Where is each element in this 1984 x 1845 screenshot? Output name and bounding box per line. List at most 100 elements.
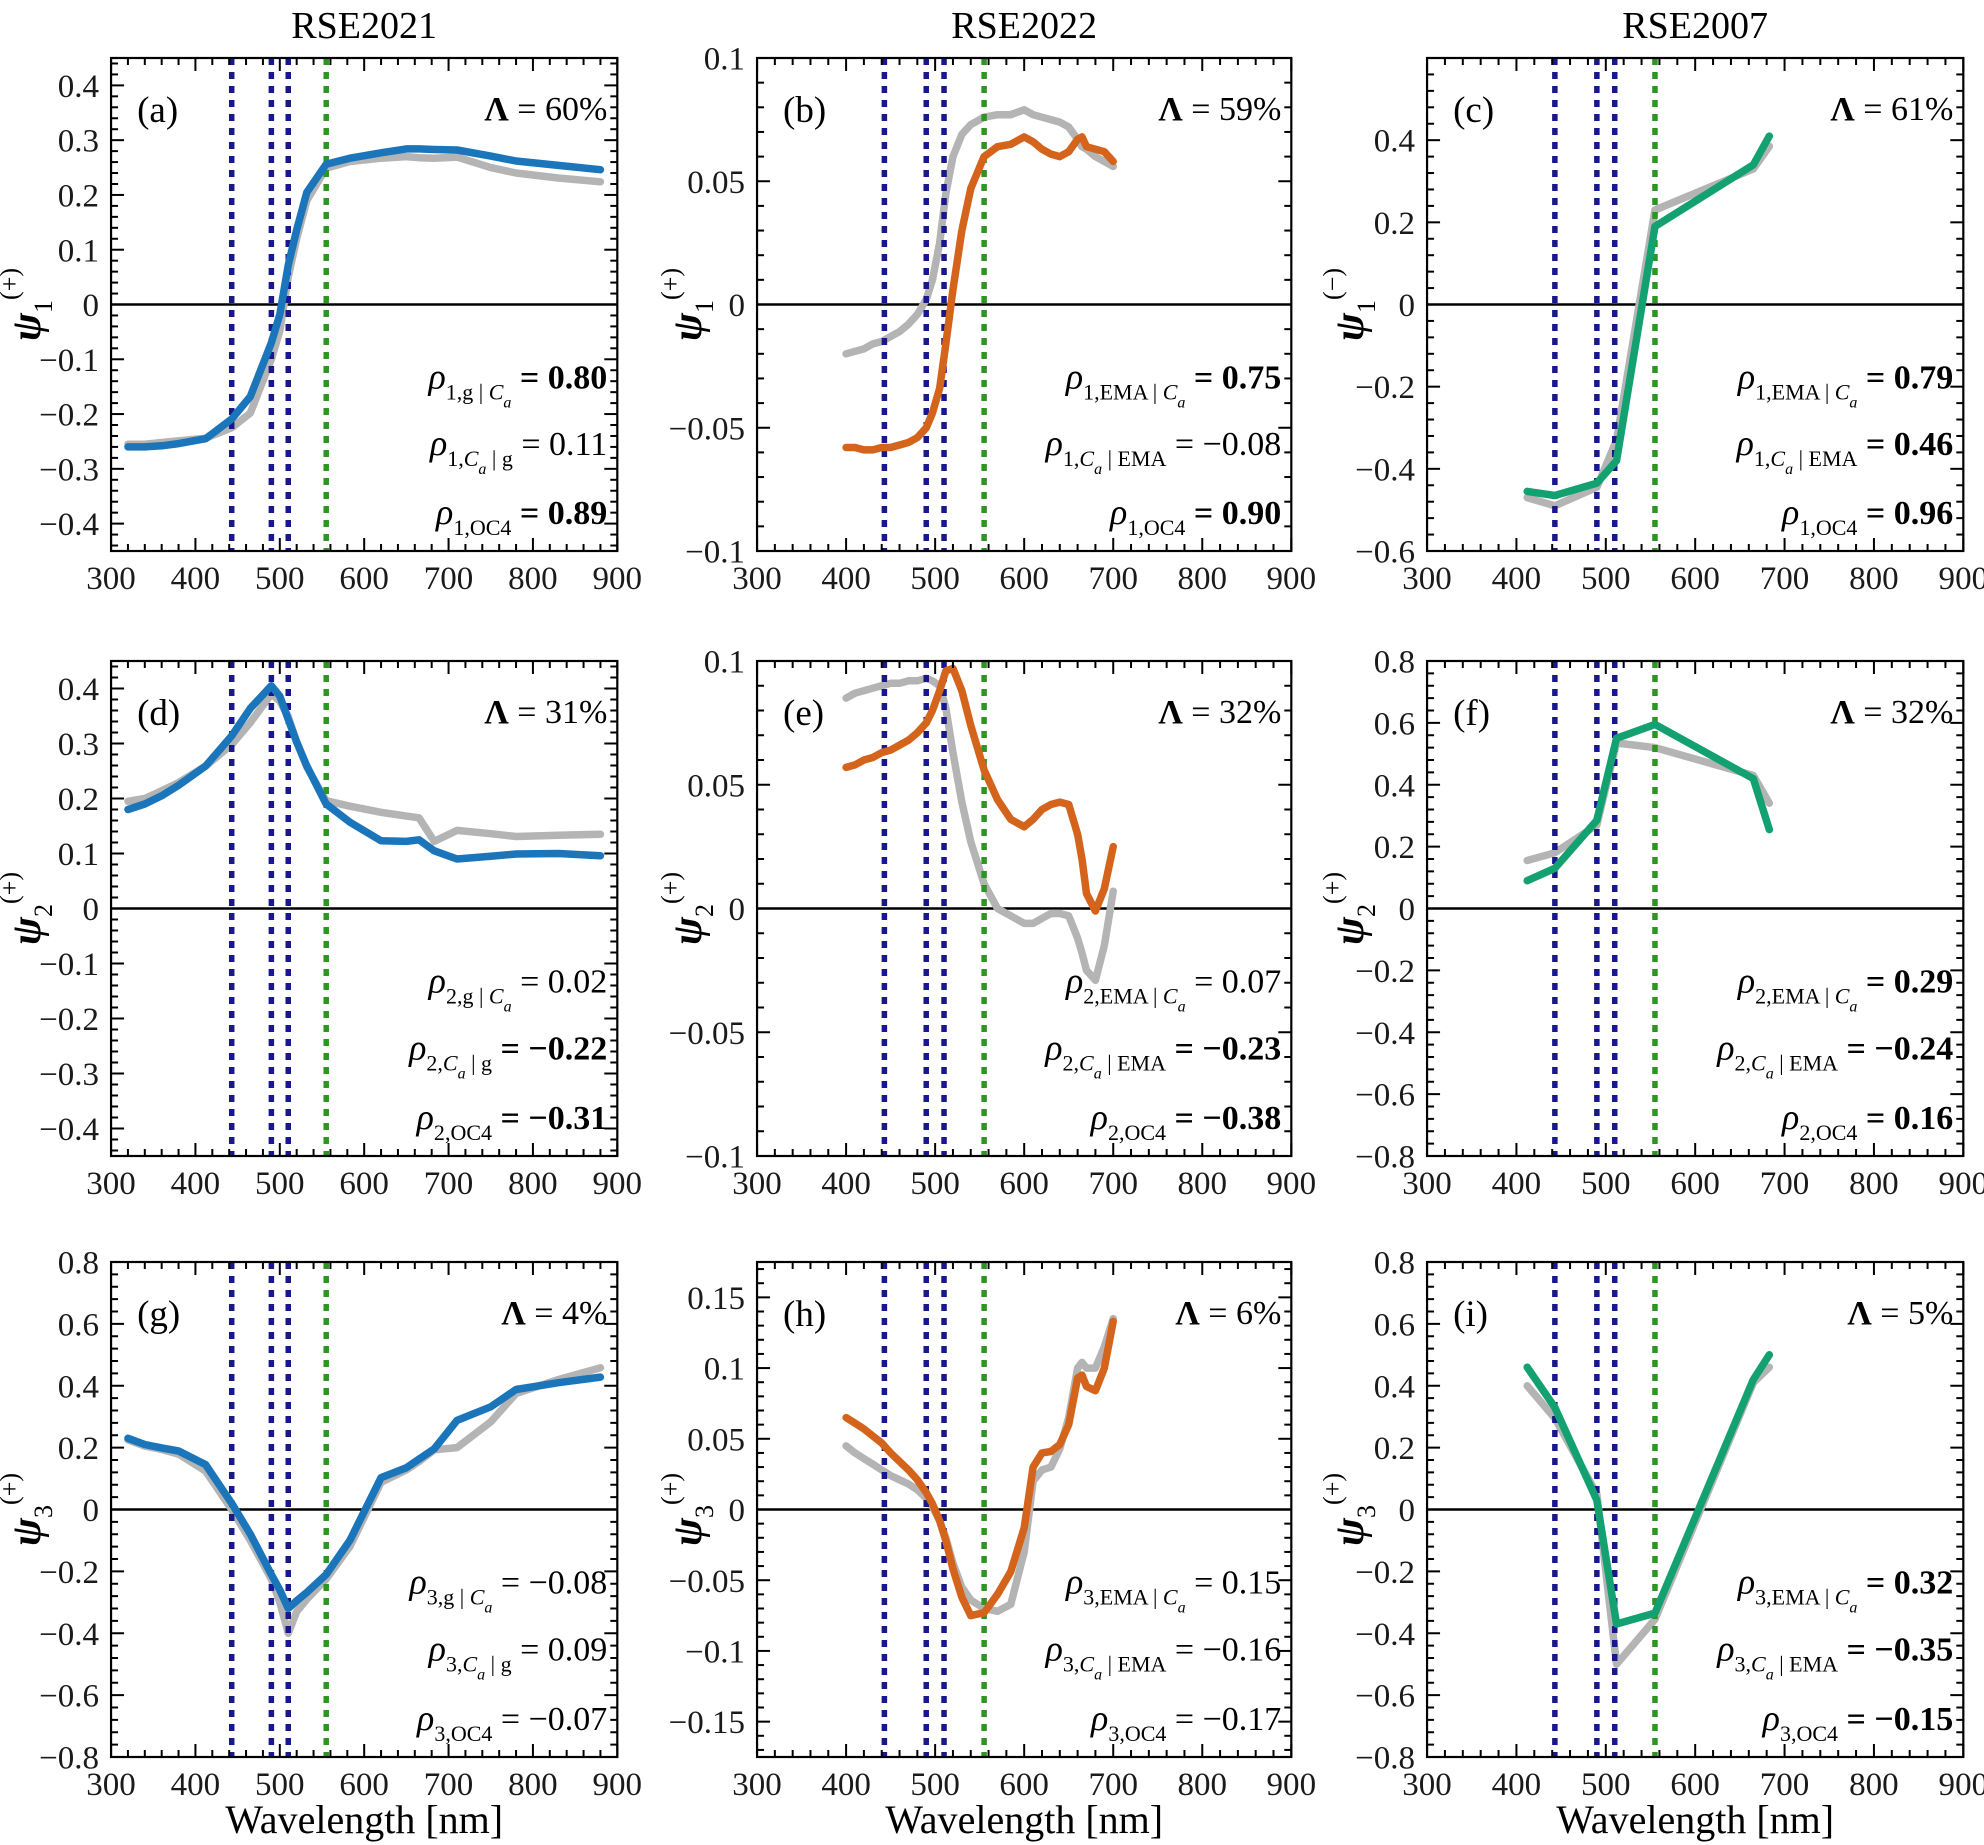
panel-c: RSE2007 300 400 500 600 700 800 900 −0.6 −0.4 −0.2… (1323, 0, 1984, 615)
lambda-annotation: Λ = 59% (1159, 91, 1282, 128)
y-tick-label: 0.8 (1373, 645, 1414, 681)
y-tick-label: −0.6 (39, 1679, 99, 1715)
x-tick-label: 800 (1849, 561, 1899, 597)
x-tick-label: 300 (86, 561, 136, 597)
x-tick-label: 900 (1938, 561, 1984, 597)
x-tick-label: 300 (1402, 1166, 1452, 1202)
y-tick-label: −0.1 (685, 535, 745, 571)
series-gray-line (124, 152, 605, 448)
panel-c-chart: RSE2007 300 400 500 600 700 800 900 −0.6 −0.4 −0.2… (1323, 5, 1984, 597)
x-axis-label: Wavelength [nm] (225, 1797, 503, 1842)
y-tick-label: 0.2 (1373, 1431, 1414, 1467)
y-axis-label: ψ1(+) (0, 268, 58, 341)
y-axis-label: ψ3(+) (661, 1473, 719, 1546)
y-tick-label: 0.1 (704, 42, 745, 78)
x-tick-label: 700 (1759, 1767, 1809, 1803)
x-tick-label: 500 (255, 1767, 305, 1803)
x-tick-label: 300 (86, 1166, 136, 1202)
x-tick-label: 800 (1849, 1166, 1899, 1202)
y-tick-label: −0.2 (39, 1002, 99, 1038)
y-tick-label: 0.4 (58, 672, 99, 708)
y-tick-label: −0.8 (1355, 1741, 1415, 1777)
x-tick-label: 900 (593, 1767, 643, 1803)
x-tick-label: 500 (255, 561, 305, 597)
panel-i-chart: 300 400 500 600 700 800 900 −0.8 −0.6 −0.4 −0.2 0 0.… (1323, 1246, 1984, 1842)
x-tick-label: 700 (1089, 1767, 1139, 1803)
x-tick-label: 400 (171, 561, 221, 597)
lambda-annotation: Λ = 32% (1159, 694, 1282, 731)
y-tick-label: −0.2 (39, 398, 99, 434)
y-tick-label: −0.8 (39, 1741, 99, 1777)
panel-d-chart: 300 400 500 600 700 800 900 −0.4 −0.3 −0.2 −0.1 0 0.… (0, 659, 642, 1202)
y-tick-label: 0.2 (58, 1431, 99, 1467)
rho-annotation: ρ3,Ca | EMA = −0.16 (1045, 1628, 1282, 1683)
x-tick-label: 600 (339, 1767, 389, 1803)
rho-annotation: ρ1,OC4 = 0.96 (1781, 492, 1953, 540)
y-tick-label: −0.2 (1355, 370, 1415, 406)
panel-b: RSE2022 300 400 500 600 700 800 900 −0.1 −0.05 0 0.… (661, 0, 1322, 615)
x-tick-label: 400 (822, 1767, 872, 1803)
y-tick-label: −0.1 (685, 1634, 745, 1670)
x-tick-label: 700 (424, 1166, 474, 1202)
y-tick-label: −0.05 (669, 411, 745, 447)
panel-letter: (g) (137, 1294, 180, 1335)
x-tick-label: 700 (424, 561, 474, 597)
y-tick-label: 0 (1398, 1493, 1415, 1529)
x-tick-label: 600 (1670, 1767, 1720, 1803)
panel-d: 300 400 500 600 700 800 900 −0.4 −0.3 −0.2 −0.1 0 0.… (0, 615, 661, 1230)
series-gray-line (1523, 1363, 1773, 1668)
x-tick-label: 900 (1938, 1767, 1984, 1803)
x-tick-label: 900 (593, 561, 643, 597)
x-tick-label: 700 (1759, 1166, 1809, 1202)
y-tick-label: 0.1 (704, 1352, 745, 1388)
rho-annotation: ρ2,OC4 = −0.31 (416, 1097, 608, 1145)
y-tick-label: 0.3 (58, 727, 99, 763)
rho-annotation: ρ2,OC4 = −0.38 (1090, 1097, 1282, 1145)
series-gray-line (842, 1314, 1118, 1616)
series-gray-line (124, 1364, 605, 1638)
rho-annotation: ρ1,Ca | g = 0.11 (429, 423, 607, 478)
series-green-line (1523, 1351, 1773, 1628)
x-tick-label: 700 (1089, 561, 1139, 597)
rho-annotation: ρ2,g | Ca = 0.02 (428, 961, 608, 1016)
rho-annotation: ρ2,EMA | Ca = 0.07 (1065, 961, 1281, 1016)
x-tick-label: 700 (424, 1767, 474, 1803)
series-gray-line (842, 674, 1118, 985)
panel-e-chart: 300 400 500 600 700 800 900 −0.1 −0.05 0 0.05 0.1 ψ2… (661, 645, 1316, 1202)
panel-g: 300 400 500 600 700 800 900 −0.8 −0.6 −0.4 −0.2 0 0.… (0, 1230, 661, 1845)
x-tick-label: 400 (171, 1767, 221, 1803)
x-tick-label: 600 (1670, 1166, 1720, 1202)
y-tick-label: −0.4 (1355, 452, 1415, 488)
panel-letter: (b) (783, 90, 826, 131)
x-tick-label: 300 (733, 561, 783, 597)
y-tick-label: 0.1 (58, 233, 99, 269)
y-tick-label: −0.2 (1355, 1555, 1415, 1591)
x-tick-label: 800 (508, 561, 558, 597)
y-tick-label: 0.2 (58, 179, 99, 215)
rho-annotation: ρ3,EMA | Ca = 0.32 (1736, 1562, 1952, 1617)
y-tick-label: 0 (83, 892, 100, 928)
y-tick-label: −0.1 (685, 1140, 745, 1176)
y-tick-label: −0.4 (1355, 1617, 1415, 1653)
panel-letter: (e) (783, 693, 824, 734)
y-axis-label: ψ2(+) (1323, 872, 1381, 945)
y-tick-label: −0.2 (39, 1555, 99, 1591)
series-blue-line (124, 145, 605, 451)
panel-a: RSE2021 300 400 500 600 700 800 900 −0.4 −0.3 −0.2… (0, 0, 661, 615)
x-tick-label: 900 (1938, 1166, 1984, 1202)
x-tick-label: 800 (1178, 561, 1228, 597)
panel-f-chart: 300 400 500 600 700 800 900 −0.8 −0.6 −0.4 −0.2 0 0.… (1323, 645, 1984, 1202)
y-tick-label: −0.2 (1355, 954, 1415, 990)
y-tick-label: −0.6 (1355, 535, 1415, 571)
y-tick-label: −0.4 (39, 507, 99, 543)
x-tick-label: 300 (1402, 1767, 1452, 1803)
panel-e: 300 400 500 600 700 800 900 −0.1 −0.05 0 0.05 0.1 ψ2… (661, 615, 1322, 1230)
rho-annotation: ρ2,Ca | EMA = −0.23 (1045, 1027, 1282, 1082)
y-tick-label: 0 (1398, 288, 1415, 324)
y-tick-label: −0.15 (669, 1705, 745, 1741)
panel-letter: (c) (1453, 90, 1494, 131)
rho-annotation: ρ3,Ca | EMA = −0.35 (1716, 1628, 1953, 1683)
x-tick-label: 400 (1491, 1767, 1541, 1803)
x-tick-label: 600 (339, 1166, 389, 1202)
lambda-annotation: Λ = 61% (1830, 91, 1953, 128)
